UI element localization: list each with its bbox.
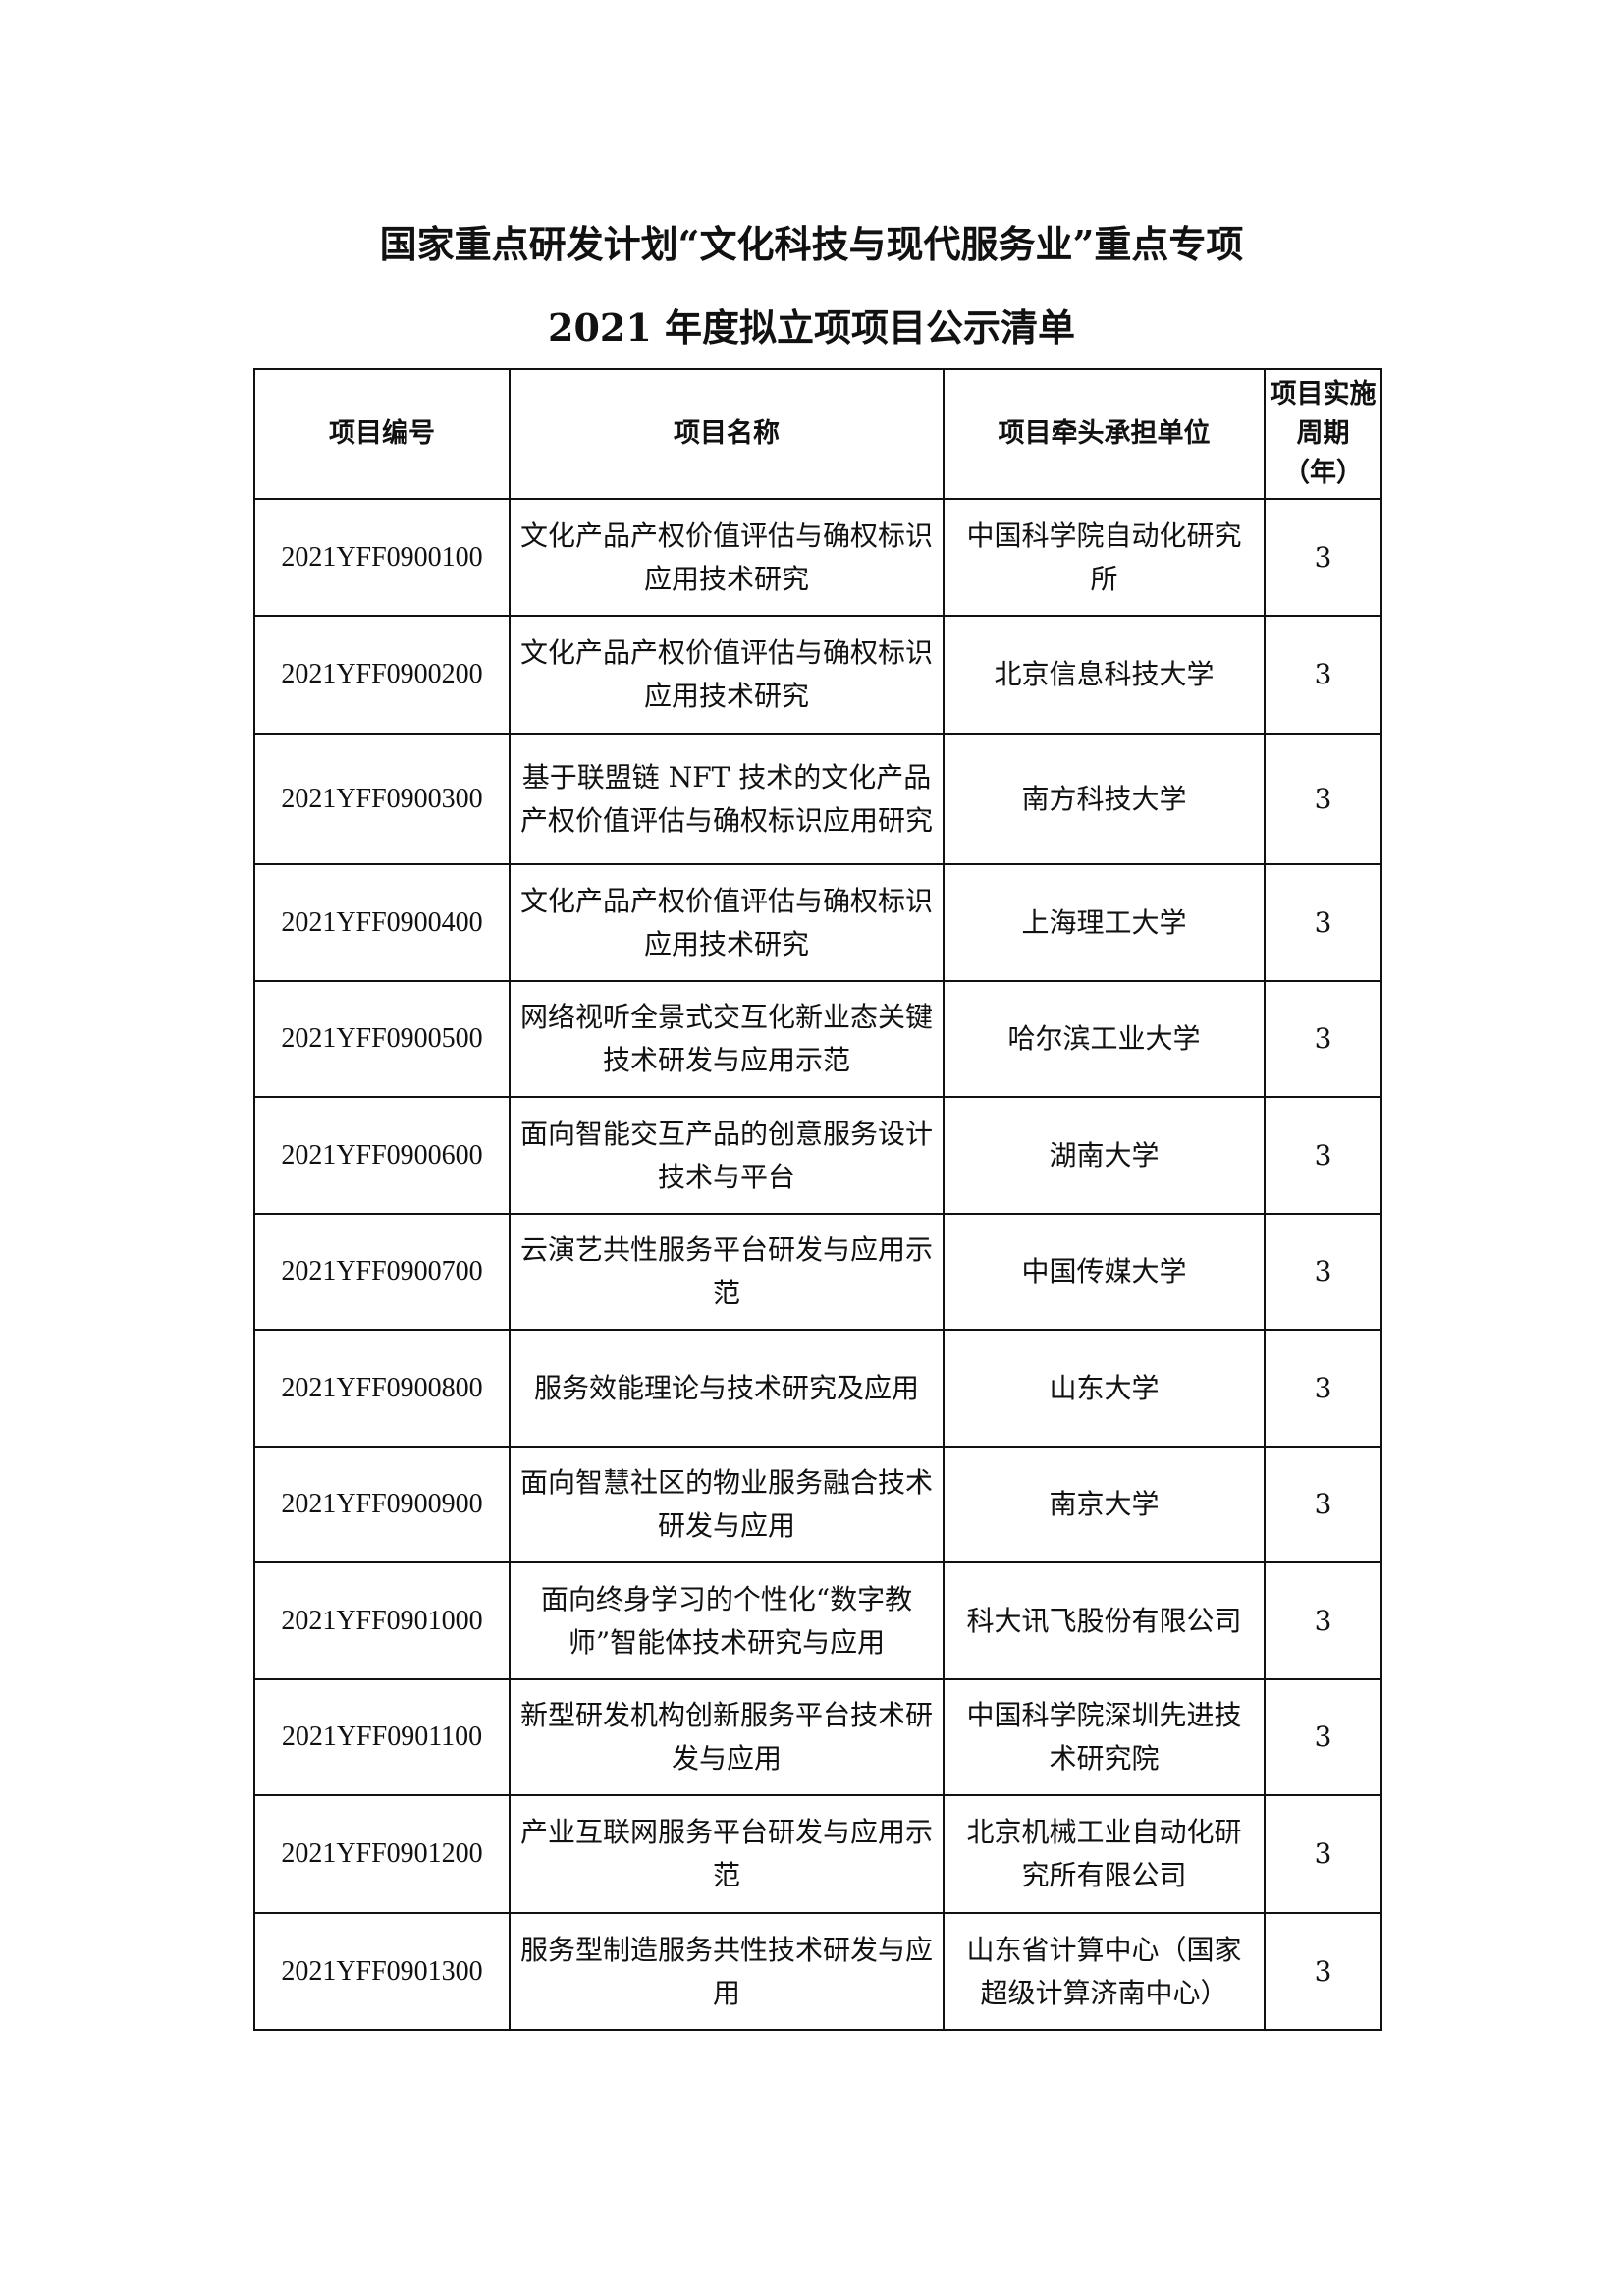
project-period: 3 — [1264, 1329, 1382, 1448]
lead-unit: 哈尔滨工业大学 — [943, 980, 1266, 1098]
lead-unit: 湖南大学 — [943, 1096, 1266, 1215]
table-row: 2021YFF0900800 服务效能理论与技术研究及应用 山东大学 3 — [253, 1329, 1382, 1448]
project-code: 2021YFF0900300 — [253, 733, 511, 865]
document-subtitle: 2021 年度拟立项项目公示清单 — [548, 305, 1075, 350]
project-name: 服务效能理论与技术研究及应用 — [509, 1329, 945, 1448]
lead-unit: 山东大学 — [943, 1329, 1266, 1448]
header-period: 项目实施周期（年） — [1264, 368, 1382, 500]
project-name: 网络视听全景式交互化新业态关键技术研发与应用示范 — [509, 980, 945, 1098]
table-row: 2021YFF0900400 文化产品产权价值评估与确权标识应用技术研究 上海理工大… — [253, 863, 1382, 982]
project-name: 文化产品产权价值评估与确权标识应用技术研究 — [509, 498, 945, 617]
table-row: 2021YFF0900200 文化产品产权价值评估与确权标识应用技术研究 北京信息科… — [253, 615, 1382, 735]
header-code: 项目编号 — [253, 368, 511, 500]
project-period: 3 — [1264, 615, 1382, 735]
project-code: 2021YFF0901000 — [253, 1561, 511, 1680]
table-row: 2021YFF0901300 服务型制造服务共性技术研发与应用 山东省计算中心（国家… — [253, 1912, 1382, 2031]
project-name: 产业互联网服务平台研发与应用示范 — [509, 1794, 945, 1914]
table-row: 2021YFF0900300 基于联盟链 NFT 技术的文化产品产权价值评估与确权… — [253, 733, 1382, 865]
lead-unit: 上海理工大学 — [943, 863, 1266, 982]
lead-unit: 北京机械工业自动化研究所有限公司 — [943, 1794, 1266, 1914]
project-name: 基于联盟链 NFT 技术的文化产品产权价值评估与确权标识应用研究 — [509, 733, 945, 865]
table-row: 2021YFF0900100 文化产品产权价值评估与确权标识应用技术研究 中国科学院… — [253, 498, 1382, 617]
lead-unit: 中国科学院深圳先进技术研究院 — [943, 1678, 1266, 1796]
table-row: 2021YFF0901100 新型研发机构创新服务平台技术研发与应用 中国科学院深圳… — [253, 1678, 1382, 1796]
project-name: 面向智能交互产品的创意服务设计技术与平台 — [509, 1096, 945, 1215]
project-period: 3 — [1264, 1561, 1382, 1680]
lead-unit: 南方科技大学 — [943, 733, 1266, 865]
lead-unit: 科大讯飞股份有限公司 — [943, 1561, 1266, 1680]
table-row: 2021YFF0901200 产业互联网服务平台研发与应用示范 北京机械工业自动化研… — [253, 1794, 1382, 1914]
table-header-row: 项目编号 项目名称 项目牵头承担单位 项目实施周期（年） — [253, 368, 1382, 500]
project-period: 3 — [1264, 1794, 1382, 1914]
lead-unit: 中国科学院自动化研究所 — [943, 498, 1266, 617]
project-period: 3 — [1264, 1213, 1382, 1331]
project-period: 3 — [1264, 1678, 1382, 1796]
header-name: 项目名称 — [509, 368, 945, 500]
project-name: 文化产品产权价值评估与确权标识应用技术研究 — [509, 615, 945, 735]
project-period: 3 — [1264, 733, 1382, 865]
project-code: 2021YFF0900600 — [253, 1096, 511, 1215]
document-title: 国家重点研发计划“文化科技与现代服务业”重点专项 — [379, 222, 1244, 266]
lead-unit: 北京信息科技大学 — [943, 615, 1266, 735]
project-code: 2021YFF0901100 — [253, 1678, 511, 1796]
project-code: 2021YFF0900100 — [253, 498, 511, 617]
project-name: 文化产品产权价值评估与确权标识应用技术研究 — [509, 863, 945, 982]
project-name: 新型研发机构创新服务平台技术研发与应用 — [509, 1678, 945, 1796]
project-code: 2021YFF0900900 — [253, 1446, 511, 1563]
project-name: 面向终身学习的个性化“数字教师”智能体技术研究与应用 — [509, 1561, 945, 1680]
project-code: 2021YFF0901300 — [253, 1912, 511, 2031]
table-row: 2021YFF0901000 面向终身学习的个性化“数字教师”智能体技术研究与应用… — [253, 1561, 1382, 1680]
project-period: 3 — [1264, 1446, 1382, 1563]
project-period: 3 — [1264, 498, 1382, 617]
project-name: 面向智慧社区的物业服务融合技术研发与应用 — [509, 1446, 945, 1563]
project-period: 3 — [1264, 1912, 1382, 2031]
project-period: 3 — [1264, 863, 1382, 982]
lead-unit: 中国传媒大学 — [943, 1213, 1266, 1331]
table-row: 2021YFF0900600 面向智能交互产品的创意服务设计技术与平台 湖南大学 3 — [253, 1096, 1382, 1215]
project-code: 2021YFF0900500 — [253, 980, 511, 1098]
project-name: 云演艺共性服务平台研发与应用示范 — [509, 1213, 945, 1331]
project-code: 2021YFF0900400 — [253, 863, 511, 982]
header-unit: 项目牵头承担单位 — [943, 368, 1266, 500]
table-row: 2021YFF0900900 面向智慧社区的物业服务融合技术研发与应用 南京大学 3 — [253, 1446, 1382, 1563]
project-code: 2021YFF0900800 — [253, 1329, 511, 1448]
project-list-table: 项目编号 项目名称 项目牵头承担单位 项目实施周期（年） 2021YFF0900… — [253, 368, 1382, 2031]
lead-unit: 南京大学 — [943, 1446, 1266, 1563]
table-row: 2021YFF0900700 云演艺共性服务平台研发与应用示范 中国传媒大学 3 — [253, 1213, 1382, 1331]
project-period: 3 — [1264, 980, 1382, 1098]
lead-unit: 山东省计算中心（国家超级计算济南中心） — [943, 1912, 1266, 2031]
table-row: 2021YFF0900500 网络视听全景式交互化新业态关键技术研发与应用示范 哈尔… — [253, 980, 1382, 1098]
project-code: 2021YFF0900700 — [253, 1213, 511, 1331]
project-code: 2021YFF0901200 — [253, 1794, 511, 1914]
project-period: 3 — [1264, 1096, 1382, 1215]
project-code: 2021YFF0900200 — [253, 615, 511, 735]
project-name: 服务型制造服务共性技术研发与应用 — [509, 1912, 945, 2031]
